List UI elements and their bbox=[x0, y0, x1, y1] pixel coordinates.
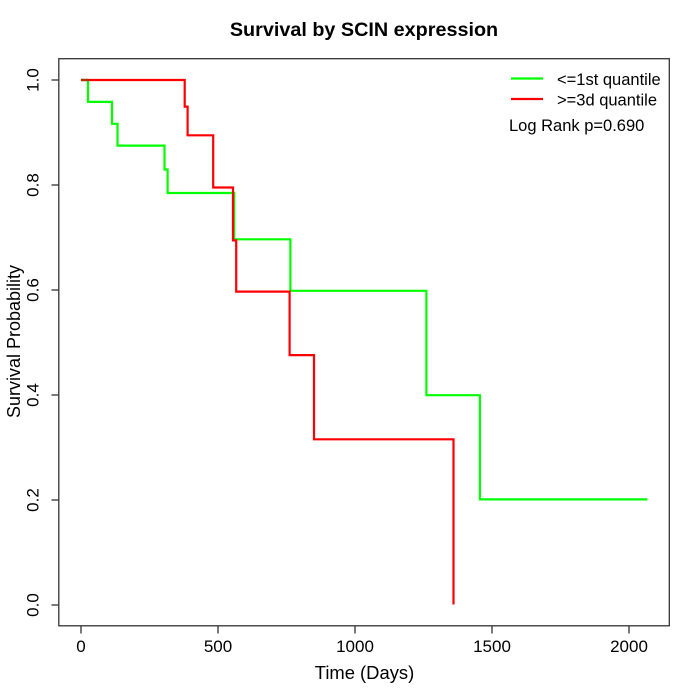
svg-text:0: 0 bbox=[76, 637, 85, 656]
svg-text:Log Rank p=0.690: Log Rank p=0.690 bbox=[509, 117, 644, 135]
svg-text:<=1st quantile: <=1st quantile bbox=[557, 71, 661, 89]
svg-text:Time (Days): Time (Days) bbox=[315, 662, 414, 683]
svg-text:0.8: 0.8 bbox=[24, 173, 43, 197]
svg-text:500: 500 bbox=[204, 637, 232, 656]
svg-text:2000: 2000 bbox=[610, 637, 648, 656]
svg-text:0.2: 0.2 bbox=[24, 488, 43, 512]
svg-text:1000: 1000 bbox=[336, 637, 374, 656]
svg-text:Survival by SCIN expression: Survival by SCIN expression bbox=[230, 19, 498, 41]
svg-text:1.0: 1.0 bbox=[24, 68, 43, 92]
svg-text:0.6: 0.6 bbox=[24, 278, 43, 302]
svg-text:0.4: 0.4 bbox=[24, 383, 43, 407]
svg-text:>=3d quantile: >=3d quantile bbox=[557, 91, 657, 109]
svg-text:Survival Probability: Survival Probability bbox=[4, 265, 24, 418]
svg-text:0.0: 0.0 bbox=[24, 593, 43, 617]
svg-text:1500: 1500 bbox=[473, 637, 511, 656]
